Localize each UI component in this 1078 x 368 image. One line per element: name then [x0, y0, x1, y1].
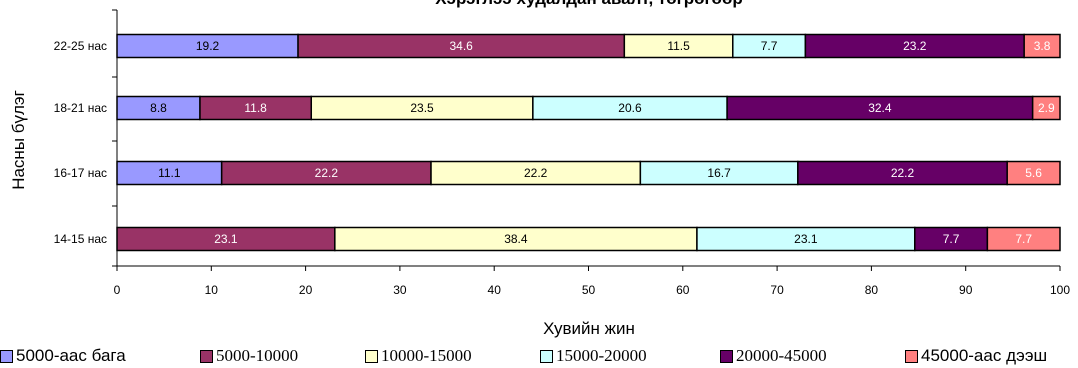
y-axis-title: Насны бүлэг	[9, 90, 28, 190]
legend-swatch	[0, 349, 13, 363]
legend-item: 5000-аас бага	[0, 344, 126, 368]
data-label: 22.2	[891, 166, 915, 180]
data-label: 2.9	[1038, 101, 1055, 115]
x-tick-label: 90	[959, 283, 973, 297]
data-label: 7.7	[1015, 232, 1032, 246]
legend-item: 5000-10000	[200, 344, 298, 368]
plot-area: 0 10 20 30 40 50 60 70 80 90 100 22-25 нас 19.2 34.6 1…	[54, 9, 1070, 297]
x-tick-label: 30	[393, 283, 407, 297]
data-label: 32.4	[868, 101, 892, 115]
legend-item: 10000-15000	[365, 344, 472, 368]
data-label: 19.2	[196, 39, 220, 53]
x-tick-label: 80	[865, 283, 879, 297]
x-tick-label: 40	[488, 283, 502, 297]
data-label: 23.5	[410, 101, 434, 115]
data-label: 3.8	[1034, 39, 1051, 53]
y-tick-label: 16-17 нас	[54, 166, 107, 180]
x-tick-label: 0	[114, 283, 121, 297]
x-tick-label: 100	[1050, 283, 1070, 297]
data-label: 23.2	[903, 39, 927, 53]
legend-swatch	[905, 349, 918, 363]
x-tick-label: 10	[205, 283, 219, 297]
legend-item: 45000-аас дээш	[905, 344, 1047, 368]
y-tick-label: 14-15 нас	[54, 232, 107, 246]
data-label: 34.6	[450, 39, 474, 53]
data-label: 7.7	[761, 39, 778, 53]
data-label: 23.1	[794, 232, 818, 246]
legend-label: 20000-45000	[736, 346, 827, 365]
legend-swatch	[200, 349, 213, 363]
legend-label: 10000-15000	[381, 346, 472, 365]
legend-label: 45000-аас дээш	[921, 346, 1048, 365]
data-label: 38.4	[504, 232, 528, 246]
legend-label: 5000-аас бага	[16, 346, 126, 365]
data-label: 22.2	[524, 166, 548, 180]
legend-swatch	[365, 349, 378, 363]
data-label: 11.8	[244, 101, 267, 115]
bar-segment	[1031, 95, 1061, 121]
y-tick-label: 18-21 нас	[54, 101, 107, 115]
x-axis-title: Хувийн жин	[543, 319, 635, 338]
legend-item: 20000-45000	[720, 344, 827, 368]
y-tick-label: 22-25 нас	[54, 39, 107, 53]
stacked-bar-chart: Хэрэглээ худалдан авалт, төгрөгөөр 0 10 20…	[9, 0, 1070, 338]
data-label: 20.6	[618, 101, 642, 115]
legend-label: 5000-10000	[216, 346, 299, 365]
data-label: 16.7	[707, 166, 731, 180]
legend-label: 15000-20000	[556, 346, 647, 365]
bar-segment	[1023, 33, 1061, 59]
data-label: 22.2	[315, 166, 339, 180]
data-label: 23.1	[214, 232, 238, 246]
x-tick-label: 60	[676, 283, 690, 297]
x-tick-label: 70	[770, 283, 784, 297]
legend: 5000-аас бага 5000-10000 10000-15000 15000-…	[0, 344, 1078, 368]
bar-segment	[1006, 160, 1061, 186]
legend-item: 15000-20000	[540, 344, 647, 368]
bar-segment	[986, 226, 1061, 252]
chart-title: Хэрэглээ худалдан авалт, төгрөгөөр	[435, 0, 742, 8]
data-label: 7.7	[943, 232, 960, 246]
x-tick-label: 50	[582, 283, 596, 297]
legend-swatch	[720, 349, 733, 363]
data-label: 5.6	[1025, 166, 1042, 180]
data-label: 11.5	[667, 39, 690, 53]
legend-swatch	[540, 349, 553, 363]
data-label: 11.1	[158, 166, 181, 180]
data-label: 8.8	[150, 101, 167, 115]
x-tick-label: 20	[299, 283, 313, 297]
